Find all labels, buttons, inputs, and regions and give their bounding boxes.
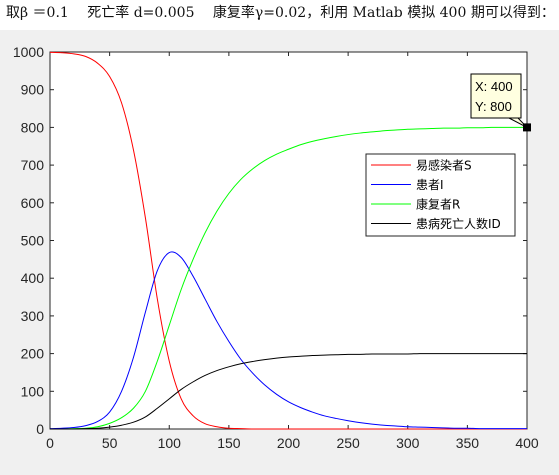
y-tick-label: 600	[21, 195, 45, 211]
x-tick-label: 350	[456, 435, 480, 451]
series-line-3	[49, 353, 527, 430]
legend: 易感染者S 患者I 康复者R 患病死亡人数ID	[365, 153, 516, 237]
datatip-y-label: Y: 800	[475, 99, 512, 114]
y-tick-label: 1000	[13, 44, 44, 60]
series-line-2	[49, 126, 528, 430]
y-tick-label: 800	[21, 119, 45, 135]
y-tick-label: 0	[36, 421, 44, 437]
plot-area	[49, 51, 528, 430]
y-axis: 0 100 200 300 400 500 600 700 800 900 1000	[13, 44, 527, 437]
y-tick-label: 900	[21, 82, 45, 98]
x-tick-label: 250	[336, 435, 360, 451]
y-tick-label: 500	[21, 233, 45, 249]
datatip-marker[interactable]	[523, 123, 531, 132]
x-tick-label: 0	[46, 435, 54, 451]
x-tick-label: 400	[515, 435, 539, 451]
x-tick-label: 300	[396, 435, 420, 451]
y-tick-label: 200	[21, 346, 45, 362]
x-axis: 0 50 100 150 200 250 300 350 400	[46, 52, 539, 451]
caption-text: 取β ＝0.1 死亡率 d=0.005 康复率γ=0.02，利用 Matlab …	[6, 5, 555, 21]
x-tick-label: 50	[102, 435, 118, 451]
x-tick-label: 200	[277, 435, 301, 451]
y-tick-label: 400	[21, 270, 45, 286]
legend-label: 患者I	[416, 178, 444, 192]
series-lines	[49, 51, 528, 430]
legend-label: 患病死亡人数ID	[416, 216, 501, 231]
y-tick-label: 100	[21, 383, 45, 399]
legend-box	[365, 153, 516, 237]
legend-label: 易感染者S	[416, 158, 472, 173]
y-tick-label: 300	[21, 308, 45, 324]
series-line-0	[49, 51, 527, 430]
datatip[interactable]: X: 400 Y: 800	[470, 73, 531, 132]
legend-label: 康复者R	[416, 197, 460, 212]
series-line-1	[49, 251, 527, 430]
x-tick-label: 150	[217, 435, 241, 451]
datatip-box[interactable]	[470, 73, 522, 119]
y-tick-label: 700	[21, 157, 45, 173]
x-tick-label: 100	[158, 435, 182, 451]
datatip-x-label: X: 400	[475, 79, 513, 94]
